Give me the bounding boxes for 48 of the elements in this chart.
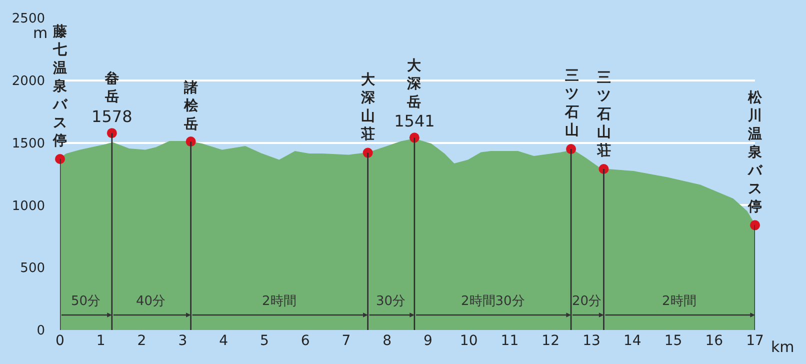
- x-tick-label: 3: [178, 333, 188, 349]
- annotation: 三ツ石山荘: [596, 70, 611, 159]
- annotation: 2時間: [662, 294, 696, 309]
- y-tick-label: 1000: [12, 198, 45, 214]
- data-label: 1541: [394, 111, 435, 130]
- x-axis-title: km: [771, 338, 794, 356]
- annotation: 2時間30分: [461, 294, 525, 309]
- point: [566, 144, 576, 154]
- annotation: 諸桧岳: [183, 79, 199, 132]
- y-tick-label: 2000: [12, 74, 45, 89]
- x-tick-label: 7: [342, 333, 351, 349]
- x-tick-label: 4: [219, 333, 228, 349]
- x-tick-label: 15: [664, 333, 682, 349]
- annotation: 大深岳: [406, 58, 422, 110]
- x-tick-label: 13: [582, 333, 600, 349]
- point: [750, 220, 760, 230]
- x-tick-label: 12: [542, 333, 560, 349]
- y-axis-title: m: [33, 24, 48, 42]
- x-tick-label: 2: [137, 333, 146, 349]
- annotation: 松川温泉バス停: [747, 90, 763, 216]
- x-tick-label: 0: [56, 333, 64, 349]
- point: [106, 128, 117, 138]
- x-tick-label: 9: [423, 333, 432, 349]
- x-tick-label: 6: [300, 333, 310, 349]
- x-tick-label: 16: [705, 333, 724, 349]
- annotation: 畚岳: [104, 70, 119, 106]
- data-label: 1578: [92, 106, 132, 126]
- x-tick-label: 17: [746, 333, 764, 349]
- y-tick-label: 0: [36, 324, 45, 339]
- y-tick-label: 2500: [12, 12, 45, 27]
- point: [55, 154, 65, 164]
- x-tick-label: 14: [623, 333, 642, 349]
- annotation: 藤七温泉バス停: [52, 24, 68, 150]
- annotation: 50分: [71, 294, 101, 309]
- y-tick-label: 500: [20, 261, 45, 276]
- y-tick-label: 1500: [12, 136, 45, 152]
- x-tick-label: 5: [260, 333, 269, 349]
- x-tick-label: 1: [96, 333, 106, 349]
- annotation: 大深山荘: [360, 72, 376, 143]
- annotation: 20分: [572, 294, 602, 309]
- annotation: 40分: [136, 294, 166, 309]
- x-tick-label: 10: [460, 333, 478, 349]
- x-tick-label: 8: [382, 333, 392, 349]
- annotation: 30分: [376, 294, 406, 309]
- annotation: 2時間: [262, 294, 296, 309]
- annotation: 三ツ石山: [564, 68, 579, 139]
- x-tick-label: 11: [500, 333, 519, 349]
- point: [409, 132, 420, 143]
